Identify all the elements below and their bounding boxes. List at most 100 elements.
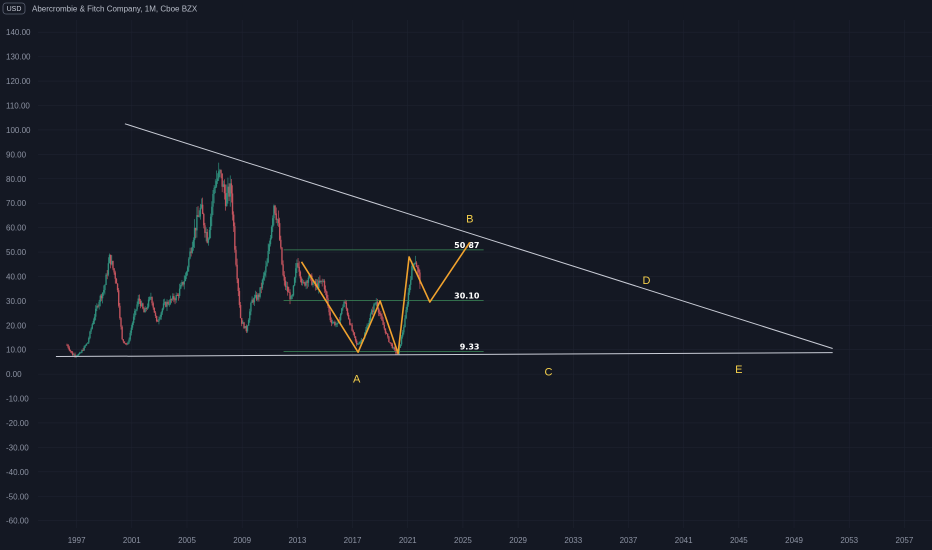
candle-body [390,342,392,345]
candle-body [127,342,129,345]
candle-body [413,263,415,265]
x-tick-label: 2057 [896,536,914,545]
x-tick-label: 2001 [123,536,141,545]
candle-body [308,274,311,278]
candle-body [88,338,90,343]
candle-body [219,170,221,172]
candle-body [311,275,313,285]
candle-body [224,193,227,206]
candle-body [357,344,359,345]
candle-body [139,300,142,307]
candle-body [334,322,336,325]
candle-body [91,324,93,329]
candle-body [297,263,299,267]
candle-body [291,295,294,297]
trendlines[interactable] [55,123,833,358]
candle-body [229,183,231,197]
candle-body [96,305,98,309]
wave-polyline[interactable] [300,241,471,355]
candle-body [69,350,72,352]
candle-body [131,322,134,328]
candle-body [375,302,377,304]
candle-body [111,260,113,265]
candle-body [324,289,327,292]
candle-body [306,281,308,283]
candle-body [73,354,75,356]
candle-body [260,287,262,289]
candle-body [238,290,241,305]
candle-body [118,290,120,306]
x-tick-label: 2037 [620,536,638,545]
candle-body [115,278,118,284]
y-tick-label: 20.00 [6,321,27,330]
y-tick-label: 140.00 [6,28,31,37]
candle-body [321,280,323,282]
candle-body [222,184,225,187]
candle-body [74,354,76,356]
candle-body [208,230,211,239]
candle-body [336,323,338,325]
candle-body [77,354,80,356]
candle-body [237,279,239,291]
candle-body [142,303,144,309]
candle-body [113,268,115,273]
candle-body [396,352,398,354]
candle-body [149,297,151,300]
y-tick-label: 90.00 [6,150,27,159]
candle-body [186,267,189,272]
candle-body [136,304,138,310]
candle-body [252,299,254,303]
candle-body [175,295,177,301]
candle-body [213,187,215,194]
candle-body [195,227,197,231]
trendline[interactable] [55,352,833,358]
candle-body [369,314,372,321]
candle-body [401,332,404,337]
candle-body [387,333,389,337]
y-tick-label: 10.00 [6,346,27,355]
candle-body [392,347,395,349]
candle-body [90,328,92,332]
candle-body [298,266,300,272]
candle-body [235,249,237,265]
candle-body [155,316,158,321]
candle-body [144,308,146,313]
candle-body [347,314,350,320]
candle-body [329,312,331,321]
candle-body [122,339,125,342]
candle-body [346,308,349,315]
candle-body [83,346,85,351]
candle-body [234,226,236,250]
trendline[interactable] [124,123,833,349]
candle-body [293,277,296,286]
candle-body [403,327,405,333]
candle-body [226,193,228,206]
candle-body [365,329,367,334]
currency-badge[interactable] [2,2,26,15]
candle-body [84,345,87,347]
candle-body [246,325,249,332]
x-tick-label: 2013 [288,536,306,545]
candle-body [250,302,252,312]
candle-body [261,279,264,288]
candle-body [173,296,175,300]
candle-body [78,352,81,355]
candle-body [296,263,298,269]
wave-path[interactable] [300,241,471,355]
candle-body [282,264,284,276]
wave-label-b: B [466,214,473,226]
candle-body [407,292,410,305]
candle-body [176,295,179,296]
candle-body [304,282,306,286]
candle-body [209,216,212,231]
candle-body [169,298,172,304]
candle-body [303,281,305,283]
candle-body [104,284,106,291]
candle-body [223,184,226,194]
candle-body [66,344,68,346]
candle-body [326,291,328,299]
candle-body [103,290,105,293]
candle-body [198,216,200,218]
candle-body [338,319,341,321]
